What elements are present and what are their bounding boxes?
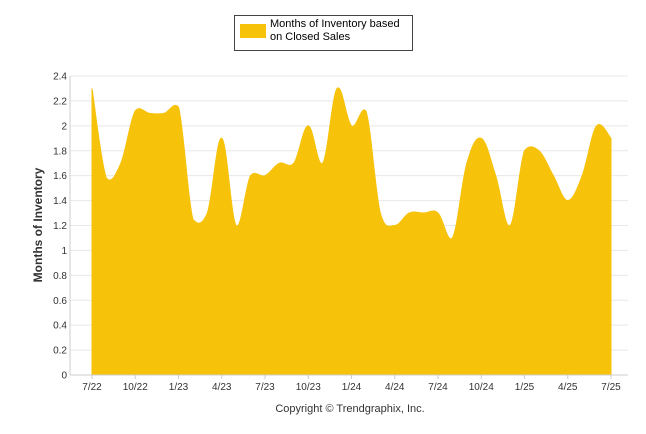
data-point xyxy=(148,111,152,115)
y-tick-label: 1 xyxy=(61,246,67,257)
data-point xyxy=(292,161,296,165)
data-point xyxy=(162,111,166,115)
x-tick-label: 10/23 xyxy=(296,382,321,393)
data-point xyxy=(407,211,411,215)
y-tick-label: 2.4 xyxy=(53,72,67,83)
y-tick-label: 0.8 xyxy=(53,271,67,282)
data-point xyxy=(364,109,368,113)
data-point xyxy=(479,136,483,140)
data-point xyxy=(494,174,498,178)
legend-label-line2: on Closed Sales xyxy=(270,31,351,43)
data-point xyxy=(306,124,310,128)
data-point xyxy=(350,124,354,128)
data-point xyxy=(133,109,137,113)
y-tick-label: 0 xyxy=(61,371,67,382)
data-point xyxy=(508,224,512,228)
y-tick-label: 2 xyxy=(61,121,67,132)
x-tick-label: 10/22 xyxy=(123,382,148,393)
legend: Months of Inventory based on Closed Sale… xyxy=(234,15,413,51)
x-tick-label: 10/24 xyxy=(469,382,494,393)
data-point xyxy=(537,149,541,153)
data-point xyxy=(335,86,339,90)
data-point xyxy=(220,136,224,140)
x-tick-label: 4/25 xyxy=(558,382,578,393)
series-area xyxy=(90,86,613,376)
data-point xyxy=(609,136,613,140)
data-point xyxy=(523,149,527,153)
y-tick-label: 0.6 xyxy=(53,296,67,307)
legend-label-line1: Months of Inventory based xyxy=(270,18,400,30)
x-tick-label: 4/24 xyxy=(385,382,405,393)
x-tick-label: 7/22 xyxy=(82,382,102,393)
copyright-text: Copyright © Trendgraphix, Inc. xyxy=(275,403,424,415)
data-point xyxy=(465,161,469,165)
x-tick-label: 7/25 xyxy=(601,382,621,393)
data-point xyxy=(234,224,238,228)
data-point xyxy=(263,174,267,178)
data-point xyxy=(378,211,382,215)
data-point xyxy=(393,224,397,228)
data-point xyxy=(119,161,123,165)
data-point xyxy=(566,199,570,203)
data-point xyxy=(436,211,440,215)
y-tick-label: 1.6 xyxy=(53,171,67,182)
y-tick-label: 1.2 xyxy=(53,221,67,232)
data-point xyxy=(277,161,281,165)
y-tick-label: 1.8 xyxy=(53,146,67,157)
x-tick-label: 7/23 xyxy=(255,382,275,393)
y-axis-title: Months of Inventory xyxy=(31,167,45,282)
data-point xyxy=(422,211,426,215)
x-tick-labels: 7/22 10/22 1/23 4/23 7/23 10/23 1/24 4/24 7/24 10… xyxy=(82,375,621,393)
y-tick-label: 2.2 xyxy=(53,96,67,107)
data-point xyxy=(104,176,108,180)
data-point xyxy=(595,124,599,128)
series-area-path xyxy=(91,87,612,376)
legend-swatch xyxy=(240,24,266,38)
x-tick-label: 1/23 xyxy=(169,382,189,393)
data-point xyxy=(450,236,454,240)
y-tick-labels: 0 0.2 0.4 0.6 0.8 1 1.2 1.4 1.6 1.8 2 2.2 2.4 xyxy=(53,72,67,382)
axes xyxy=(69,76,628,376)
data-point xyxy=(177,105,181,109)
data-point xyxy=(90,86,94,90)
y-tick-label: 1.4 xyxy=(53,196,67,207)
y-tick-label: 0.4 xyxy=(53,321,67,332)
data-point xyxy=(321,161,325,165)
x-tick-label: 1/25 xyxy=(515,382,535,393)
data-point xyxy=(551,174,555,178)
x-tick-label: 4/23 xyxy=(212,382,232,393)
x-tick-label: 7/24 xyxy=(428,382,448,393)
data-point xyxy=(249,174,253,178)
data-point xyxy=(191,217,195,221)
y-tick-label: 0.2 xyxy=(53,346,67,357)
data-point xyxy=(580,174,584,178)
x-tick-label: 1/24 xyxy=(342,382,362,393)
data-point xyxy=(205,211,209,215)
